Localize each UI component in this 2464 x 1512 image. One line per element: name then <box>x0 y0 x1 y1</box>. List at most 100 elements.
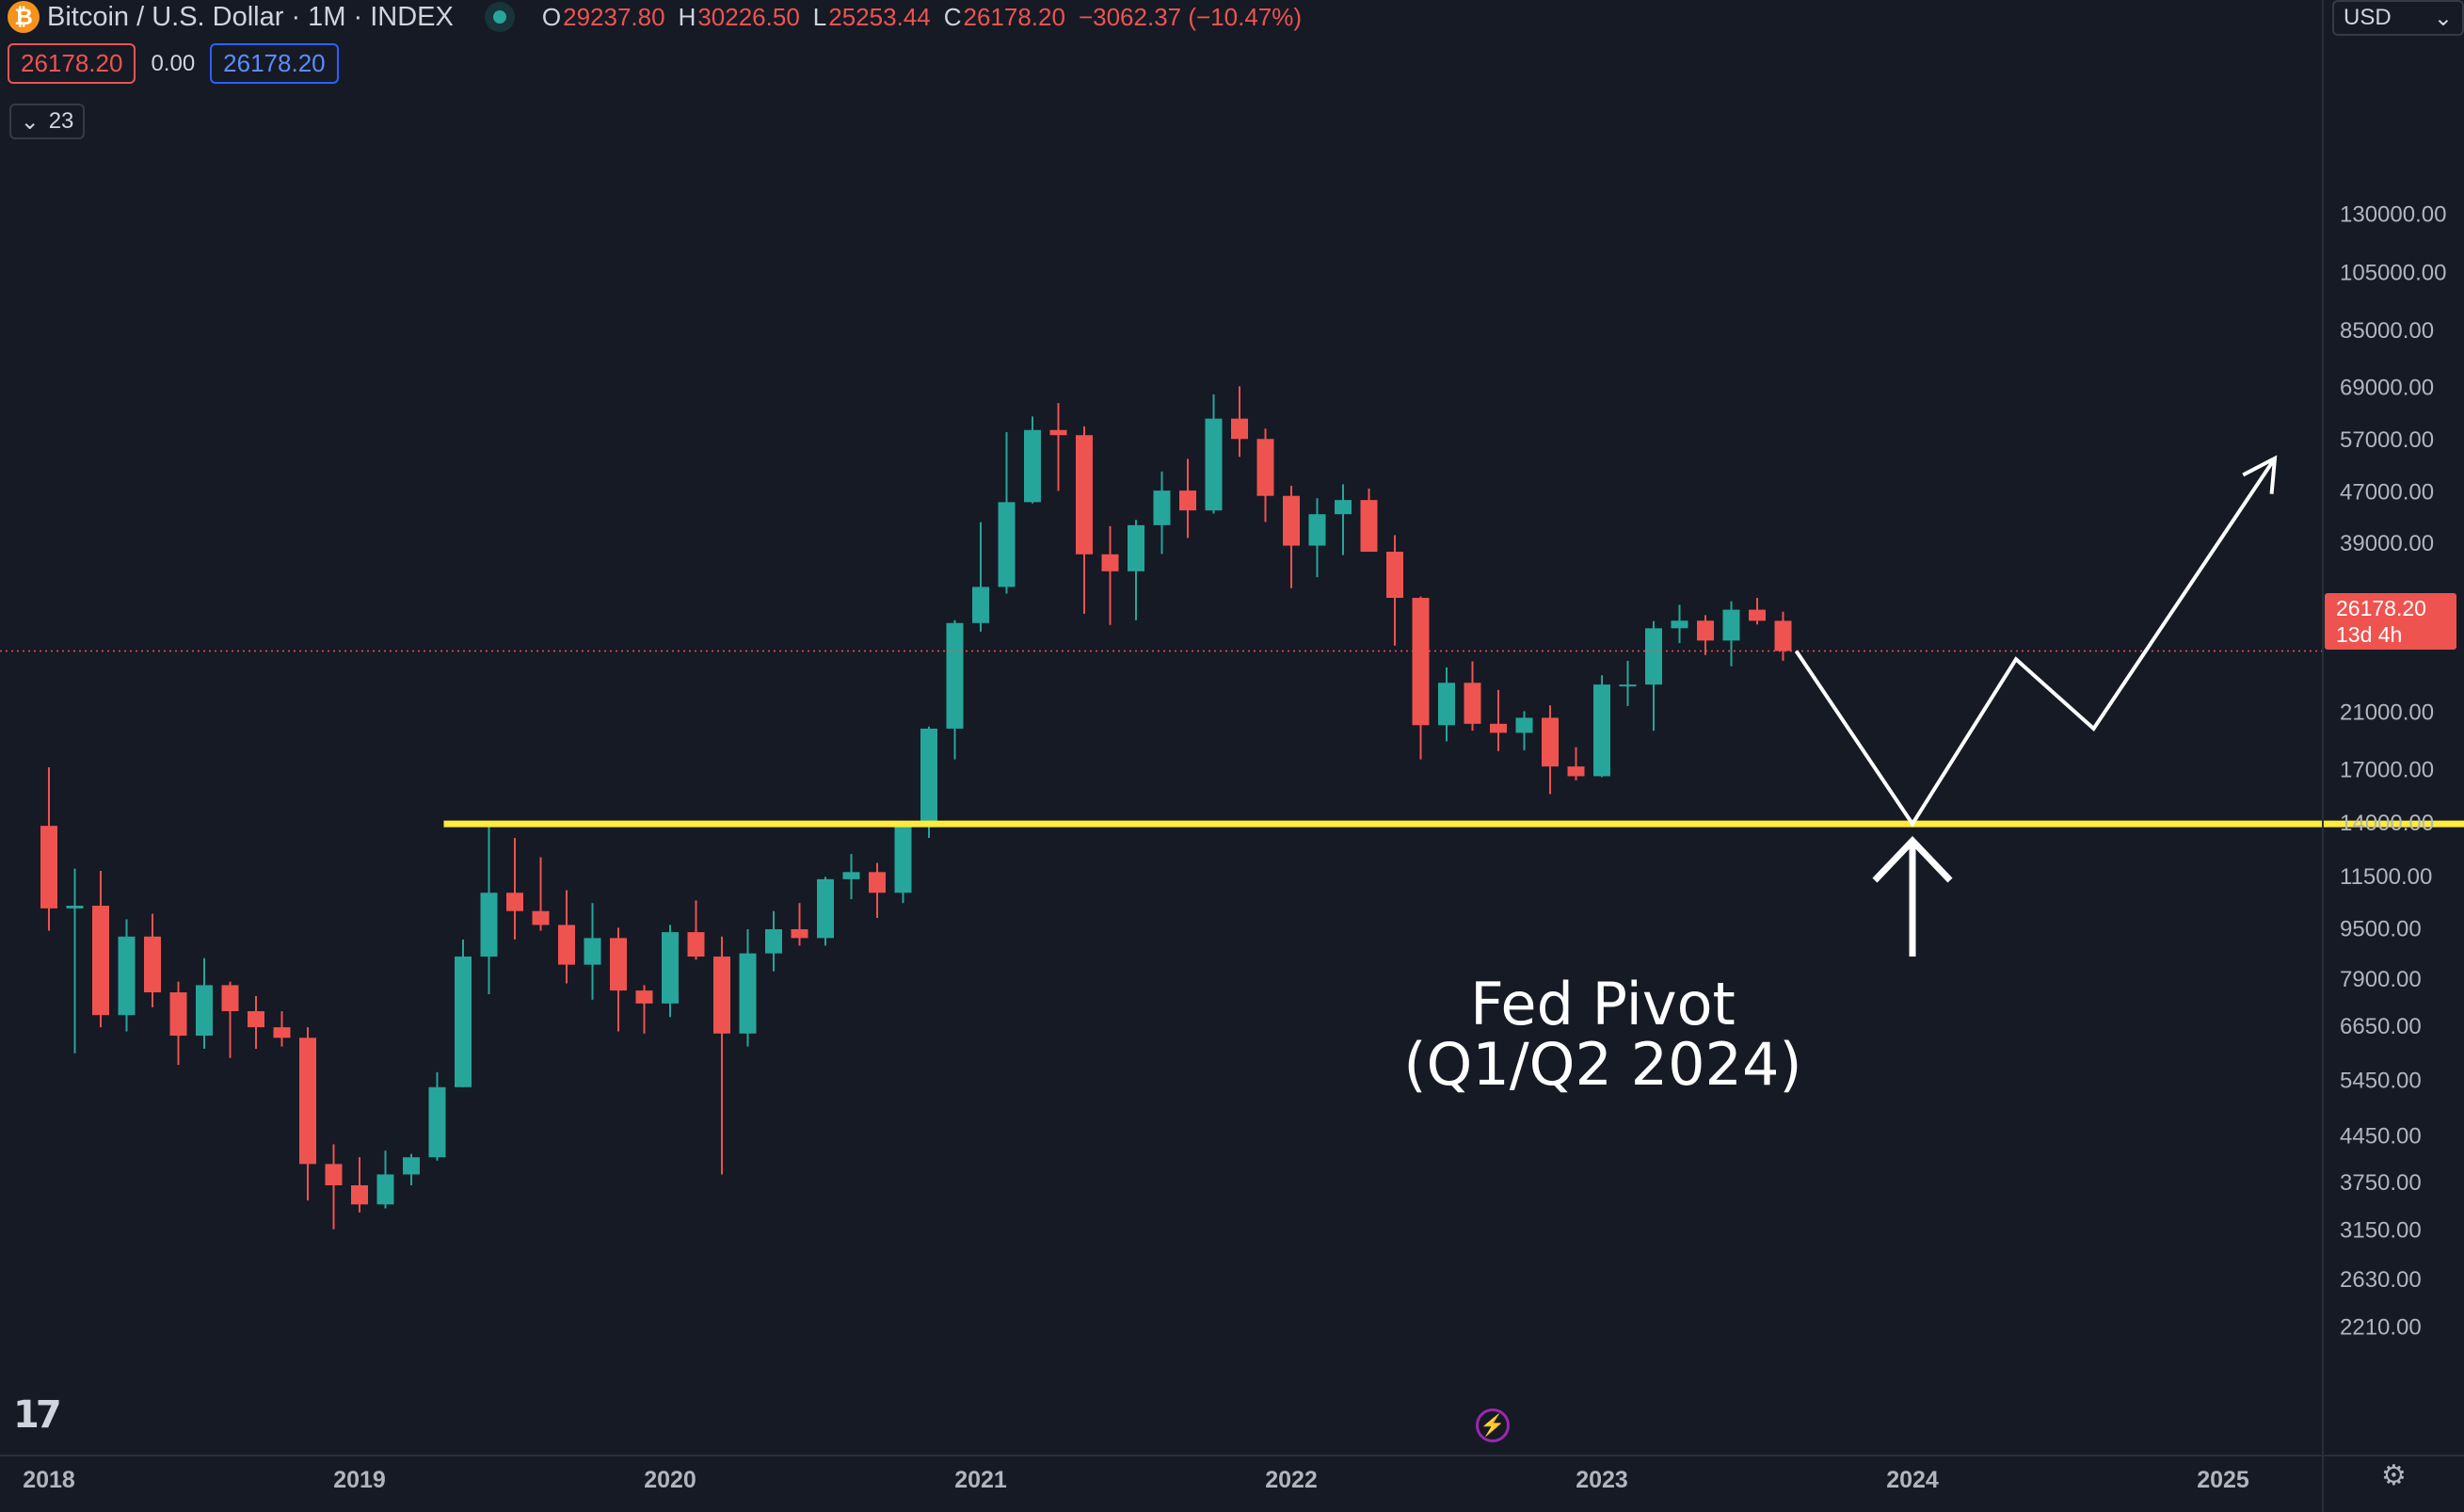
price-tick-label: 21000.00 <box>2340 700 2434 725</box>
tradingview-logo-icon[interactable]: 17 <box>13 1393 62 1437</box>
trade-buttons: 26178.20 0.00 26178.20 <box>8 43 339 84</box>
market-status-icon[interactable] <box>492 10 506 24</box>
candle <box>1697 615 1714 655</box>
currency-select[interactable]: USD ⌄ <box>2332 0 2464 36</box>
bitcoin-logo-icon: ₿ <box>8 1 40 33</box>
candle-body <box>455 957 472 1087</box>
candle-body <box>1283 495 1300 546</box>
price-tick-label: 2210.00 <box>2340 1314 2422 1340</box>
candle <box>791 903 808 946</box>
candle-body <box>662 932 679 1004</box>
settings-gear-icon[interactable]: ⚙ <box>2381 1459 2407 1492</box>
time-axis[interactable]: 201820192020202120222023202420252026 <box>23 1467 2464 1493</box>
ohlc-close: C26178.20 <box>943 2 1065 31</box>
candle-body <box>1671 620 1688 629</box>
price-tick-label: 3750.00 <box>2340 1170 2422 1196</box>
candle <box>1283 485 1300 588</box>
candle <box>1619 660 1637 706</box>
candle <box>635 985 653 1034</box>
candle <box>196 957 213 1049</box>
candle-body <box>713 957 730 1034</box>
time-tick-label: 2019 <box>333 1467 386 1493</box>
candle <box>869 862 886 918</box>
price-tick-label: 5450.00 <box>2340 1069 2422 1094</box>
candle-body <box>558 925 575 965</box>
candle <box>299 1027 316 1201</box>
candle-body <box>169 992 187 1037</box>
candle <box>1049 403 1067 491</box>
candle <box>1464 661 1481 732</box>
price-tick-label: 57000.00 <box>2340 427 2434 453</box>
time-tick-label: 2021 <box>954 1467 1007 1493</box>
candle-body <box>376 1174 394 1205</box>
candle-body <box>1076 435 1093 555</box>
candle-body <box>584 938 601 965</box>
candle <box>687 900 705 960</box>
candle <box>1412 596 1430 760</box>
candle <box>1024 416 1041 504</box>
candle-body <box>1205 418 1223 511</box>
candle-body <box>506 893 523 911</box>
drawings-layer <box>0 455 2464 957</box>
price-tick-label: 105000.00 <box>2340 261 2446 286</box>
symbol-title[interactable]: Bitcoin / U.S. Dollar · 1M · INDEX <box>47 1 454 32</box>
candle <box>610 927 627 1032</box>
candle-body <box>687 932 705 957</box>
candle <box>1749 598 1766 625</box>
candle <box>455 939 472 1087</box>
candle-body <box>894 826 912 893</box>
candle-body <box>1153 491 1171 525</box>
candle-body <box>1464 683 1481 724</box>
candle-body <box>1412 598 1430 726</box>
candle <box>558 890 575 984</box>
projection-path[interactable] <box>1794 457 2277 828</box>
candle <box>118 919 136 1032</box>
candle-body <box>1128 524 1144 571</box>
candle <box>325 1144 343 1230</box>
ohlc-values: O29237.80 H30226.50 L25253.44 C26178.20 … <box>542 3 1302 32</box>
candle-body <box>1179 491 1196 511</box>
candle <box>1645 620 1662 732</box>
candle-body <box>972 587 989 623</box>
candle-body <box>1645 628 1662 685</box>
candle <box>1722 601 1740 667</box>
price-tick-label: 9500.00 <box>2340 916 2422 941</box>
candle-body <box>1438 683 1455 726</box>
candle-body <box>221 985 239 1012</box>
candle <box>1671 604 1688 644</box>
indicators-toggle-button[interactable]: ⌄ 23 <box>9 104 85 139</box>
candle <box>1153 471 1171 555</box>
price-tick-label: 3150.00 <box>2340 1218 2422 1244</box>
lightning-icon[interactable]: ⚡ <box>1476 1408 1510 1442</box>
buy-button[interactable]: 26178.20 <box>210 43 339 84</box>
sell-button[interactable]: 26178.20 <box>8 43 136 84</box>
candle <box>532 857 550 931</box>
candle <box>480 824 498 994</box>
candle-body <box>248 1011 264 1028</box>
candle-body <box>920 728 937 827</box>
currency-label: USD <box>2344 5 2392 30</box>
candle-body <box>610 938 627 991</box>
candle-body <box>1360 500 1378 553</box>
candle <box>351 1157 368 1213</box>
candle-body <box>144 936 161 993</box>
candle <box>221 981 239 1058</box>
candle <box>1360 488 1378 553</box>
candle-body <box>1567 766 1585 777</box>
price-tick-label: 17000.00 <box>2340 758 2434 783</box>
candle-body <box>196 985 213 1037</box>
candle-body <box>817 878 834 939</box>
candle-body <box>842 872 860 879</box>
spread-value: 0.00 <box>151 50 196 76</box>
candle-body <box>1386 552 1403 599</box>
candle-body <box>635 990 653 1004</box>
candle-body <box>299 1037 316 1165</box>
price-tick-label: 6650.00 <box>2340 1014 2422 1039</box>
candle <box>920 726 937 839</box>
candle <box>273 1011 291 1047</box>
candle <box>1335 484 1352 555</box>
candle-body <box>1749 609 1766 621</box>
price-tick-label: 2630.00 <box>2340 1267 2422 1293</box>
candle-body <box>1049 429 1067 436</box>
